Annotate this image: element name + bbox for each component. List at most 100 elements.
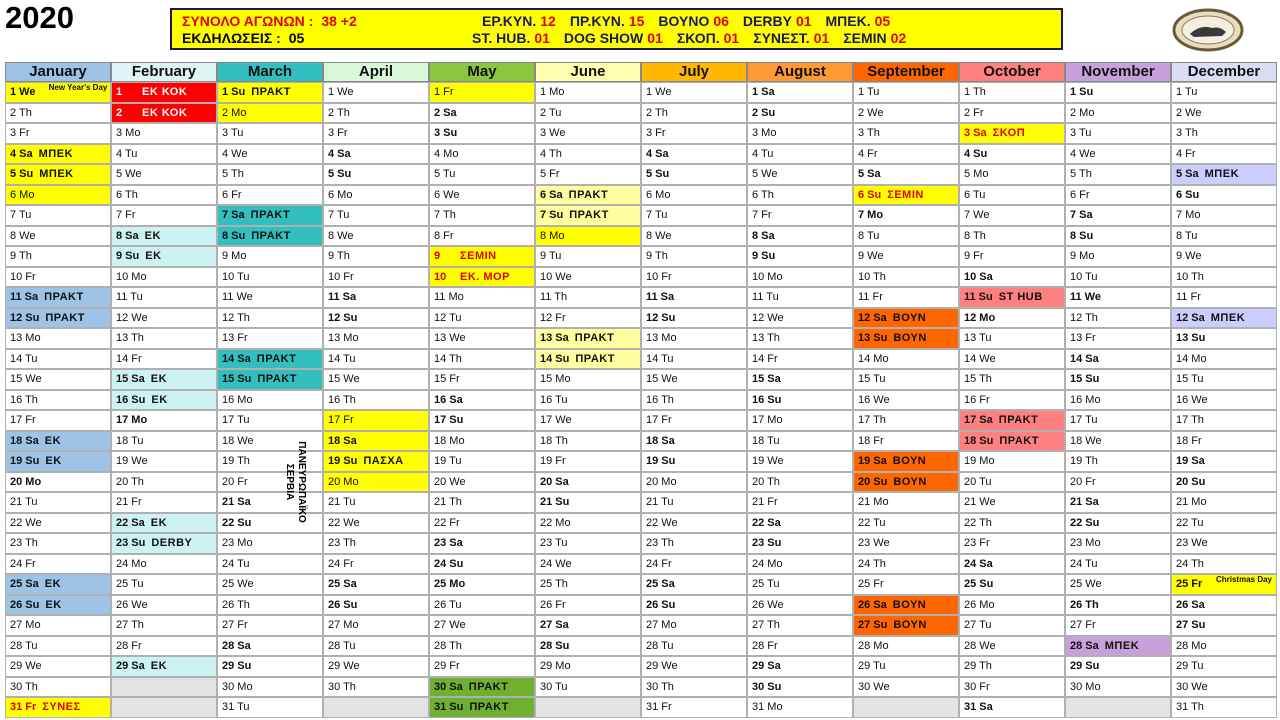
day-text: 9 Mo bbox=[222, 250, 247, 262]
day-cell: 20 Mo bbox=[5, 471, 111, 492]
day-cell: 23 Th bbox=[5, 533, 111, 554]
day-text: 15 Sa bbox=[116, 373, 145, 385]
day-text: 13 Fr bbox=[222, 332, 248, 344]
day-text: 25 We bbox=[222, 578, 254, 590]
day-text: 2 Mo bbox=[222, 106, 247, 119]
day-text: 29 We bbox=[646, 660, 678, 672]
day-cell: 24 Fr bbox=[323, 553, 429, 574]
day-text: 16 Tu bbox=[540, 393, 568, 406]
day-cell: 17 Th bbox=[1171, 410, 1277, 431]
day-text: 5 Su bbox=[10, 168, 34, 180]
summary-items: ΕΡ.ΚΥΝ. 12 ΠΡ.ΚΥΝ. 15 ΒΟΥΝΟ 06 DERBY 01 ΜΠΕΚ. 05 bbox=[482, 13, 904, 29]
day-cell: 25 Su bbox=[959, 574, 1065, 595]
summary-label: DOG SHOW bbox=[563, 30, 644, 46]
day-cell: 28 Tu bbox=[5, 635, 111, 656]
event-label: ΠΡΑΚΤ bbox=[256, 352, 297, 365]
day-cell: 26 Sa ΒΟΥΝ bbox=[853, 594, 959, 615]
day-cell: 22 Fr bbox=[429, 512, 535, 533]
day-text: 11 Sa bbox=[646, 291, 675, 303]
event-label: ΕΚ bbox=[151, 393, 168, 406]
day-cell: 9 Th bbox=[323, 246, 429, 267]
day-text: 21 We bbox=[964, 496, 996, 508]
day-cell: 6 Th bbox=[747, 184, 853, 205]
day-cell: 8 We bbox=[5, 225, 111, 246]
day-text: 13 Mo bbox=[10, 332, 41, 344]
day-cell: 16 Sa bbox=[429, 389, 535, 410]
day-text: 5 We bbox=[752, 168, 778, 180]
day-text: 18 Sa bbox=[10, 434, 39, 447]
day-text: 5 Su bbox=[646, 168, 670, 180]
day-text: 9 We bbox=[858, 250, 884, 262]
empty-cell bbox=[1065, 697, 1171, 718]
day-cell: 13 Su bbox=[1171, 328, 1277, 349]
day-cell: 25 Tu bbox=[747, 574, 853, 595]
day-cell: 17 Fr bbox=[323, 410, 429, 431]
summary-label: ΣΚΟΠ. bbox=[676, 30, 720, 46]
day-cell: 14 Sa ΠΡΑΚΤ bbox=[217, 348, 323, 369]
day-cell: 2 Th bbox=[323, 102, 429, 123]
day-cell: 18 Sa ΕΚ bbox=[5, 430, 111, 451]
day-cell: 23 Mo bbox=[217, 533, 323, 554]
day-text: 12 Mo bbox=[964, 311, 996, 324]
day-text: 2 Fr bbox=[964, 106, 984, 119]
day-cell: 3 Su bbox=[429, 123, 535, 144]
day-note: Christmas Day bbox=[1215, 575, 1273, 584]
summary-lead: ΕΚΔΗΛΩΣΕΙΣ : 05 bbox=[182, 30, 472, 46]
day-cell: 2 Sa bbox=[429, 102, 535, 123]
day-cell: 26 We bbox=[747, 594, 853, 615]
day-cell: 14 Fr bbox=[111, 348, 217, 369]
day-cell: 8 Mo bbox=[535, 225, 641, 246]
day-text: 2 bbox=[116, 106, 123, 119]
event-label: ΒΟΥΝ bbox=[892, 598, 927, 611]
day-cell: 7 Su ΠΡΑΚΤ bbox=[535, 205, 641, 226]
day-cell: 16 We bbox=[1171, 389, 1277, 410]
day-cell: 8 Sa bbox=[747, 225, 853, 246]
day-text: 4 Sa bbox=[10, 147, 33, 160]
day-cell: 4 Th bbox=[535, 143, 641, 164]
day-text: 18 We bbox=[1070, 434, 1102, 447]
day-cell: 2 ΕΚ ΚΟΚ bbox=[111, 102, 217, 123]
day-text: 8 Su bbox=[1070, 229, 1094, 242]
day-cell: 4 Fr bbox=[853, 143, 959, 164]
day-text: 22 Mo bbox=[540, 516, 571, 529]
day-cell: 11 Fr bbox=[853, 287, 959, 308]
day-cell: 15 Fr bbox=[429, 369, 535, 390]
day-text: 15 We bbox=[10, 373, 42, 385]
day-text: 22 Sa bbox=[116, 516, 145, 529]
event-label: ΜΠΕΚ bbox=[1210, 311, 1246, 324]
day-text: 12 Sa bbox=[1176, 311, 1205, 324]
day-text: 18 Su bbox=[964, 434, 994, 447]
day-cell: 21 Fr bbox=[747, 492, 853, 513]
day-cell: 25 Th bbox=[535, 574, 641, 595]
day-cell: 24 Fr bbox=[5, 553, 111, 574]
day-text: 28 Tu bbox=[10, 639, 38, 652]
event-label: ΜΠΕΚ bbox=[39, 168, 74, 180]
day-text: 23 Mo bbox=[1070, 537, 1101, 549]
day-cell: 10 ΕΚ. ΜΟΡ bbox=[429, 266, 535, 287]
day-cell: 18 Mo bbox=[429, 430, 535, 451]
day-note: New Year's Day bbox=[48, 83, 108, 92]
day-text: 23 We bbox=[858, 537, 890, 549]
day-cell: 16 Th bbox=[5, 389, 111, 410]
day-cell: 5 Th bbox=[217, 164, 323, 185]
day-cell: 5 Su bbox=[323, 164, 429, 185]
day-cell: 30 Mo bbox=[1065, 676, 1171, 697]
day-cell: 27 Mo bbox=[5, 615, 111, 636]
day-text: 25 Sa bbox=[646, 578, 675, 590]
day-text: 22 Sa bbox=[752, 516, 781, 529]
day-cell: 20 We bbox=[429, 471, 535, 492]
day-cell: 11 Tu bbox=[111, 287, 217, 308]
day-text: 26 Su bbox=[10, 598, 40, 611]
day-cell: 10 Fr bbox=[323, 266, 429, 287]
day-text: 17 Tu bbox=[1070, 414, 1098, 426]
day-cell: 12 Su ΠΡΑΚΤ bbox=[5, 307, 111, 328]
day-text: 7 Th bbox=[434, 209, 456, 221]
day-text: 5 Su bbox=[328, 168, 352, 180]
day-cell: 10 Fr bbox=[641, 266, 747, 287]
day-cell: 7 We bbox=[959, 205, 1065, 226]
day-text: 21 Tu bbox=[646, 496, 674, 508]
day-text: 5 Tu bbox=[434, 168, 456, 180]
day-text: 24 Th bbox=[1176, 557, 1204, 570]
day-text: 17 Fr bbox=[328, 414, 354, 426]
